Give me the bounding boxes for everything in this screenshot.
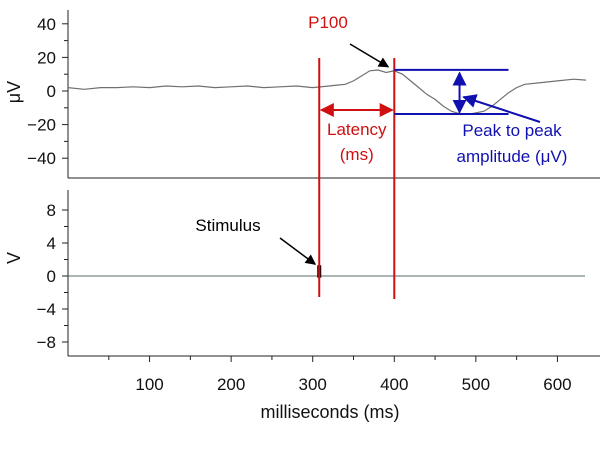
bottom-y-ticks: 8 4 0 −4 −8 [37, 201, 68, 352]
bottom-y-tick-label: 0 [47, 267, 56, 286]
bottom-y-label: V [4, 252, 24, 264]
bottom-y-tick-label: −4 [37, 300, 56, 319]
amplitude-unit-label: amplitude (μV) [457, 147, 568, 166]
stimulus-arrow [279, 237, 317, 265]
bottom-panel: 8 4 0 −4 −8 100 200 300 400 500 600 V millisecond… [4, 190, 600, 422]
p100-label: P100 [308, 13, 348, 32]
bottom-y-tick-label: 4 [47, 234, 56, 253]
top-y-tick-label: −20 [27, 116, 56, 135]
x-tick-label: 600 [543, 375, 571, 394]
x-tick-label: 100 [135, 375, 163, 394]
x-tick-label: 400 [380, 375, 408, 394]
top-y-tick-label: 0 [47, 82, 56, 101]
bottom-x-ticks: 100 200 300 400 500 600 [108, 356, 572, 394]
top-y-tick-label: 40 [37, 15, 56, 34]
x-tick-label: 300 [299, 375, 327, 394]
p100-arrow [349, 43, 390, 68]
x-tick-label: 500 [462, 375, 490, 394]
amplitude-pointer-arrow [462, 94, 541, 123]
annotations: Latency (ms) P100 Peak to peak amplitude… [195, 13, 567, 299]
amplitude-label: Peak to peak [462, 121, 562, 140]
top-y-ticks: 40 20 0 −20 −40 [27, 15, 68, 168]
x-tick-label: 200 [217, 375, 245, 394]
bottom-y-tick-label: −8 [37, 333, 56, 352]
top-panel: 40 20 0 −20 −40 μV [4, 10, 600, 179]
latency-unit-label: (ms) [340, 145, 374, 164]
stimulus-label: Stimulus [195, 216, 260, 235]
latency-label: Latency [327, 120, 387, 139]
top-y-tick-label: 20 [37, 48, 56, 67]
top-y-tick-label: −40 [27, 149, 56, 168]
top-y-label: μV [4, 81, 24, 103]
vep-waveform-line [67, 69, 587, 116]
x-axis-label: milliseconds (ms) [260, 402, 399, 422]
bottom-y-tick-label: 8 [47, 201, 56, 220]
